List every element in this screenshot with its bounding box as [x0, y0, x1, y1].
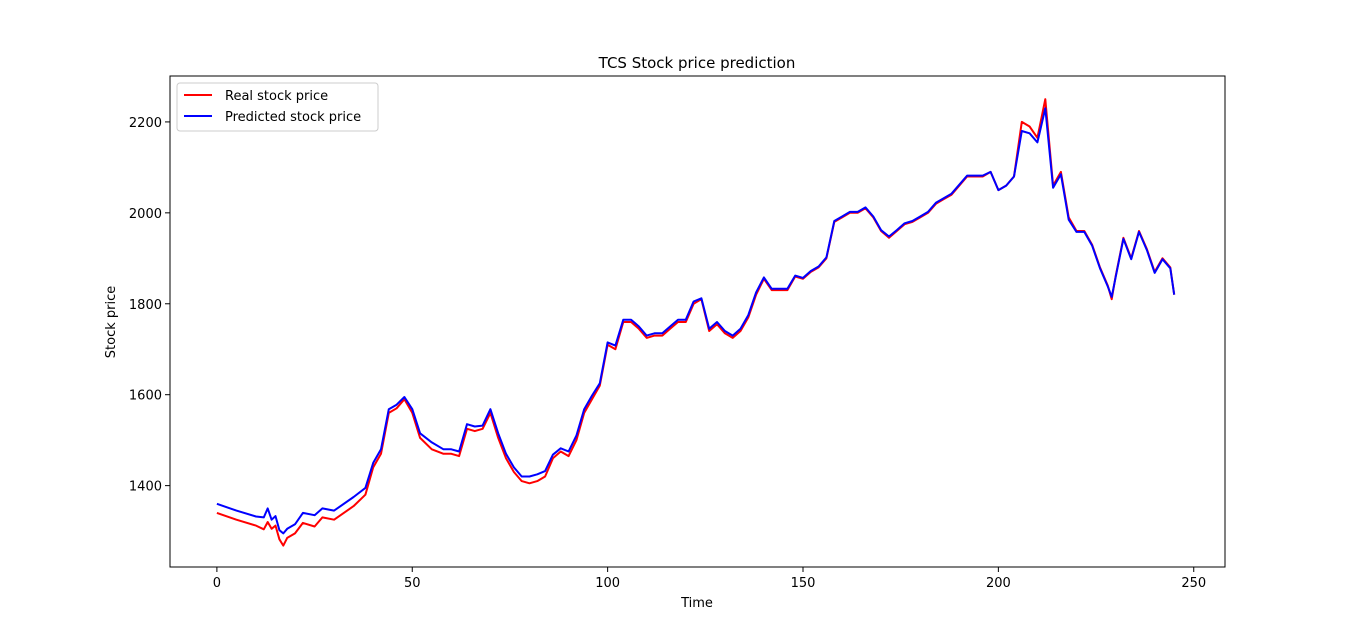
y-tick-label: 1800 — [129, 298, 162, 313]
x-axis: 0 50 100 150 200 250 — [213, 567, 1206, 591]
legend-label-predicted: Predicted stock price — [225, 110, 361, 125]
y-tick-label: 2200 — [129, 116, 162, 131]
x-tick-label: 100 — [595, 576, 620, 591]
x-tick-label: 200 — [986, 576, 1011, 591]
y-tick-label: 1400 — [129, 480, 162, 495]
chart-title: TCS Stock price prediction — [598, 54, 796, 72]
x-axis-label: Time — [680, 596, 713, 611]
y-axis: 1400 1600 1800 2000 2200 — [129, 116, 170, 495]
x-tick-label: 50 — [404, 576, 421, 591]
legend-box — [176, 82, 379, 132]
x-tick-label: 150 — [791, 576, 816, 591]
y-axis-label: Stock price — [104, 286, 119, 358]
series-line-real — [216, 98, 1176, 547]
x-tick-label: 0 — [213, 576, 221, 591]
y-tick-label: 2000 — [129, 207, 162, 222]
y-tick-label: 1600 — [129, 389, 162, 404]
x-tick-label: 250 — [1181, 576, 1206, 591]
legend-label-real: Real stock price — [225, 89, 328, 104]
plot-series — [216, 98, 1176, 547]
series-line-predicted — [216, 107, 1176, 535]
plot-frame — [169, 75, 1226, 568]
legend: Real stock price Predicted stock price — [176, 82, 379, 132]
